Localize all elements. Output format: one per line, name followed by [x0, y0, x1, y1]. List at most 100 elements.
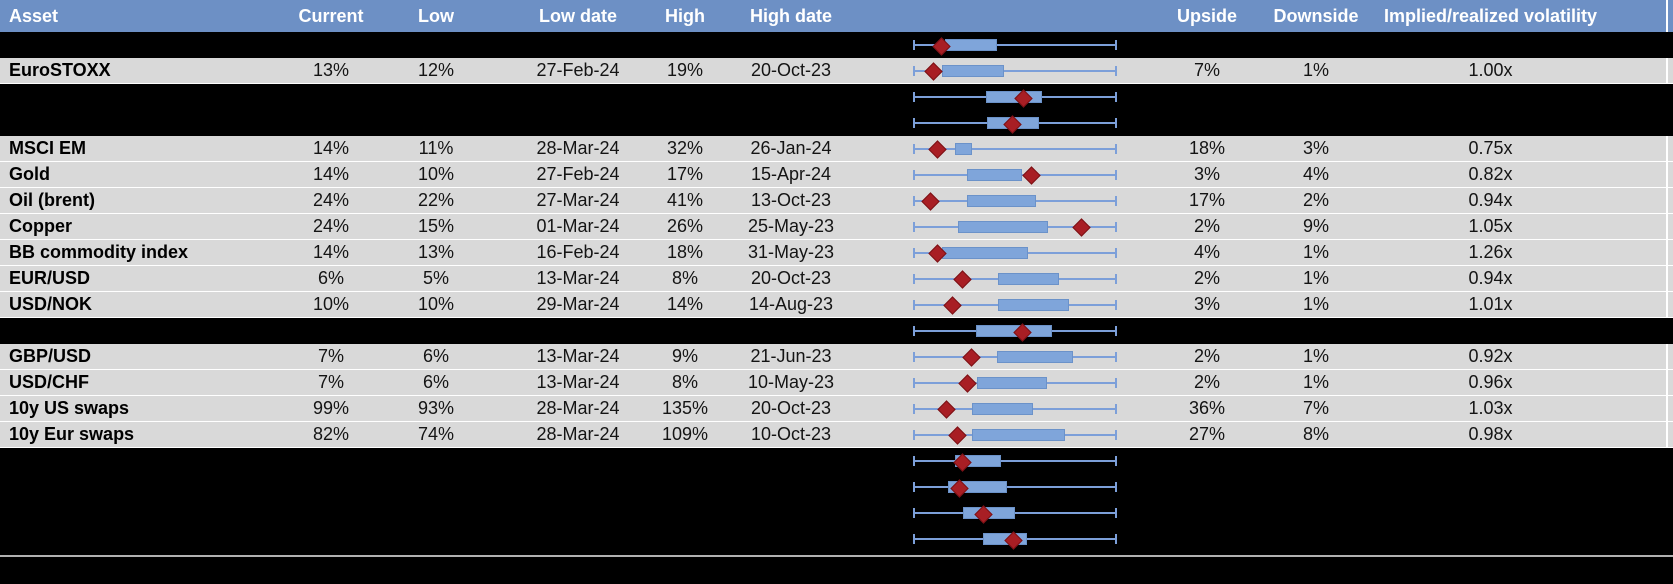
- cell-low-date[interactable]: 27-Mar-24: [536, 190, 620, 210]
- cell-low-date[interactable]: 16-Feb-24: [536, 242, 620, 262]
- cell-upside[interactable]: 18%: [1188, 138, 1226, 158]
- cell-high[interactable]: 8%: [671, 372, 698, 392]
- cell-low-date[interactable]: 28-Mar-24: [536, 138, 620, 158]
- cell-low[interactable]: 74%: [417, 424, 455, 444]
- cell-high-date[interactable]: 13-Oct-23: [750, 190, 832, 210]
- cell-high-date[interactable]: 21-Jun-23: [750, 346, 832, 366]
- hidden-row[interactable]: [0, 448, 1673, 474]
- cell-low[interactable]: 10%: [417, 294, 455, 314]
- cell-high-date[interactable]: 20-Oct-23: [750, 60, 832, 80]
- col-header-high-date[interactable]: High date: [749, 5, 832, 26]
- hidden-row[interactable]: [0, 526, 1673, 552]
- cell-implied[interactable]: 0.94x: [1468, 190, 1513, 210]
- cell-current[interactable]: 99%: [312, 398, 350, 418]
- cell-current[interactable]: 14%: [312, 138, 350, 158]
- cell-asset[interactable]: USD/CHF: [9, 372, 89, 392]
- cell-upside[interactable]: 2%: [1193, 216, 1220, 236]
- cell-low[interactable]: 11%: [418, 138, 454, 158]
- cell-implied[interactable]: 0.82x: [1468, 164, 1513, 184]
- cell-upside[interactable]: 17%: [1188, 190, 1226, 210]
- cell-downside[interactable]: 1%: [1302, 268, 1329, 288]
- cell-high-date[interactable]: 20-Oct-23: [750, 268, 832, 288]
- cell-upside[interactable]: 4%: [1193, 242, 1220, 262]
- cell-asset[interactable]: EUR/USD: [9, 268, 91, 288]
- col-header-low-date[interactable]: Low date: [538, 5, 617, 26]
- hidden-row[interactable]: [0, 32, 1673, 58]
- cell-asset[interactable]: MSCI EM: [9, 138, 87, 158]
- cell-low[interactable]: 12%: [417, 60, 455, 80]
- cell-implied[interactable]: 0.94x: [1468, 268, 1513, 288]
- cell-implied[interactable]: 1.03x: [1468, 398, 1513, 418]
- cell-current[interactable]: 6%: [317, 268, 344, 288]
- cell-current[interactable]: 7%: [317, 346, 344, 366]
- cell-high-date[interactable]: 14-Aug-23: [748, 294, 834, 314]
- cell-downside[interactable]: 4%: [1302, 164, 1329, 184]
- cell-high[interactable]: 14%: [666, 294, 704, 314]
- cell-implied[interactable]: 1.01x: [1468, 294, 1513, 314]
- cell-downside[interactable]: 1%: [1302, 372, 1329, 392]
- cell-current[interactable]: 10%: [312, 294, 350, 314]
- cell-asset[interactable]: Oil (brent): [9, 190, 95, 210]
- cell-high[interactable]: 41%: [666, 190, 704, 210]
- cell-current[interactable]: 14%: [312, 242, 350, 262]
- cell-high-date[interactable]: 10-Oct-23: [750, 424, 832, 444]
- cell-low-date[interactable]: 13-Mar-24: [536, 268, 620, 288]
- col-header-downside[interactable]: Downside: [1273, 5, 1359, 26]
- hidden-row[interactable]: [0, 500, 1673, 526]
- cell-high-date[interactable]: 26-Jan-24: [750, 138, 832, 158]
- cell-upside[interactable]: 27%: [1188, 424, 1226, 444]
- cell-implied[interactable]: 1.00x: [1468, 60, 1513, 80]
- cell-implied[interactable]: 0.75x: [1468, 138, 1513, 158]
- cell-implied[interactable]: 0.96x: [1468, 372, 1513, 392]
- cell-downside[interactable]: 8%: [1302, 424, 1329, 444]
- cell-high[interactable]: 18%: [666, 242, 704, 262]
- cell-low[interactable]: 22%: [417, 190, 455, 210]
- cell-upside[interactable]: 36%: [1188, 398, 1226, 418]
- cell-asset[interactable]: Copper: [9, 216, 72, 236]
- cell-high[interactable]: 19%: [666, 60, 704, 80]
- cell-low[interactable]: 93%: [417, 398, 455, 418]
- cell-low-date[interactable]: 28-Mar-24: [536, 398, 620, 418]
- col-header-current[interactable]: Current: [298, 5, 364, 26]
- cell-upside[interactable]: 7%: [1193, 60, 1220, 80]
- cell-high[interactable]: 135%: [661, 398, 709, 418]
- cell-downside[interactable]: 2%: [1302, 190, 1329, 210]
- cell-low[interactable]: 15%: [417, 216, 455, 236]
- cell-current[interactable]: 14%: [312, 164, 350, 184]
- cell-low[interactable]: 6%: [422, 372, 449, 392]
- cell-upside[interactable]: 3%: [1193, 294, 1220, 314]
- cell-current[interactable]: 82%: [312, 424, 350, 444]
- cell-high-date[interactable]: 20-Oct-23: [750, 398, 832, 418]
- cell-current[interactable]: 13%: [312, 60, 350, 80]
- cell-high[interactable]: 109%: [661, 424, 709, 444]
- cell-high[interactable]: 32%: [666, 138, 704, 158]
- cell-low[interactable]: 13%: [417, 242, 455, 262]
- cell-downside[interactable]: 1%: [1302, 60, 1329, 80]
- cell-low-date[interactable]: 29-Mar-24: [536, 294, 620, 314]
- cell-current[interactable]: 24%: [312, 216, 350, 236]
- cell-asset[interactable]: USD/NOK: [9, 294, 93, 314]
- cell-upside[interactable]: 2%: [1193, 346, 1220, 366]
- cell-low-date[interactable]: 27-Feb-24: [536, 60, 620, 80]
- cell-low-date[interactable]: 27-Feb-24: [536, 164, 620, 184]
- cell-downside[interactable]: 1%: [1302, 346, 1329, 366]
- cell-high[interactable]: 9%: [671, 346, 698, 366]
- cell-high[interactable]: 8%: [671, 268, 698, 288]
- cell-current[interactable]: 7%: [317, 372, 344, 392]
- cell-current[interactable]: 24%: [312, 190, 350, 210]
- hidden-row[interactable]: [0, 84, 1673, 110]
- cell-downside[interactable]: 1%: [1302, 294, 1329, 314]
- cell-low-date[interactable]: 01-Mar-24: [536, 216, 620, 236]
- cell-high-date[interactable]: 15-Apr-24: [750, 164, 832, 184]
- cell-low[interactable]: 6%: [422, 346, 449, 366]
- cell-upside[interactable]: 3%: [1193, 164, 1220, 184]
- cell-implied[interactable]: 0.92x: [1468, 346, 1513, 366]
- cell-asset[interactable]: GBP/USD: [9, 346, 92, 366]
- cell-asset[interactable]: 10y Eur swaps: [9, 424, 135, 444]
- col-header-low[interactable]: Low: [418, 5, 454, 26]
- cell-upside[interactable]: 2%: [1193, 372, 1220, 392]
- cell-asset[interactable]: 10y US swaps: [9, 398, 130, 418]
- cell-implied[interactable]: 0.98x: [1468, 424, 1513, 444]
- col-header-asset[interactable]: Asset: [9, 5, 59, 26]
- hidden-row[interactable]: [0, 318, 1673, 344]
